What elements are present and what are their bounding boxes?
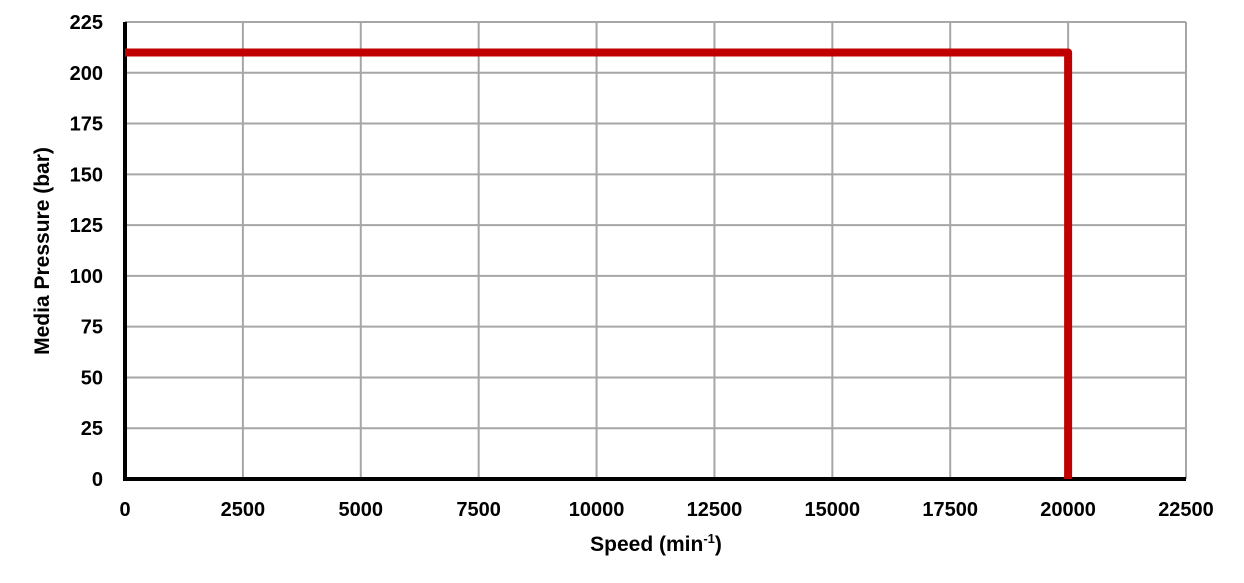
x-tick-label: 15000 [805, 499, 861, 521]
y-tick-label: 75 [81, 317, 103, 339]
x-tick-label: 12500 [687, 499, 743, 521]
grid [125, 21, 1187, 479]
x-axis-title: Speed (min-1) [590, 531, 722, 556]
x-tick-label: 7500 [456, 499, 501, 521]
x-tick-label: 20000 [1040, 499, 1096, 521]
x-tick-label: 2500 [221, 499, 266, 521]
y-tick-label: 25 [81, 418, 103, 440]
x-tick-label: 0 [119, 499, 130, 521]
x-tick-label: 22500 [1158, 499, 1214, 521]
series-line [125, 48, 1073, 479]
y-tick-label: 150 [70, 164, 103, 186]
axes [123, 22, 1186, 481]
x-tick-label: 10000 [569, 499, 625, 521]
y-tick-label: 225 [70, 12, 103, 34]
x-axis-title-superscript: -1 [703, 531, 715, 546]
x-axis-title-suffix: ) [715, 533, 722, 556]
y-tick-label: 200 [70, 63, 103, 85]
y-tick-label: 0 [92, 469, 103, 491]
x-tick-label: 17500 [922, 499, 978, 521]
y-axis-title: Media Pressure (bar) [31, 147, 54, 355]
x-tick-label: 5000 [339, 499, 384, 521]
y-tick-label: 100 [70, 266, 103, 288]
x-tick-labels: 0 2500 5000 7500 10000 12500 15000 17500 20000 22… [119, 499, 1213, 521]
y-tick-label: 50 [81, 367, 103, 389]
series-layer [125, 48, 1073, 479]
y-tick-label: 125 [70, 215, 103, 237]
y-tick-label: 175 [70, 114, 103, 136]
y-tick-labels: 0 25 50 75 100 125 150 175 200 225 [70, 12, 103, 491]
x-axis-title-main: Speed (min [590, 533, 703, 556]
